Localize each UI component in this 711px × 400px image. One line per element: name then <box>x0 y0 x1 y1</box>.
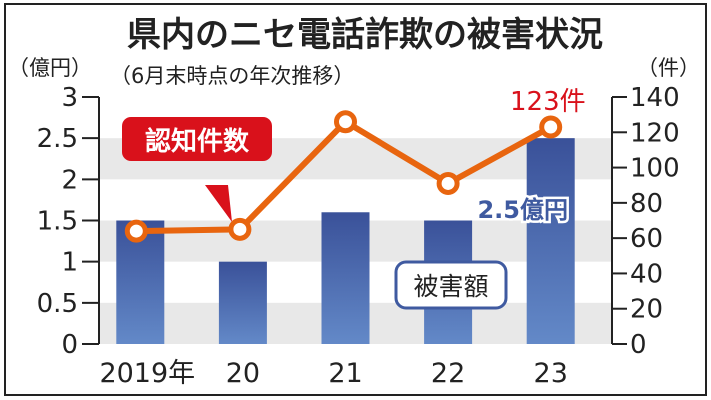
left-tick-label: 0 <box>61 330 78 360</box>
count-point <box>228 217 252 241</box>
last-amount-label: 2.5億円 <box>477 196 568 224</box>
line-legend-label: 認知件数 <box>145 126 250 157</box>
x-tick-label: 21 <box>328 358 362 389</box>
right-tick-label: 100 <box>630 154 680 184</box>
left-tick-label: 1 <box>61 248 78 278</box>
last-count-label: 123件 <box>510 87 586 117</box>
bar-legend-label: 被害額 <box>413 272 488 301</box>
right-tick-label: 120 <box>630 118 680 148</box>
right-tick-label: 140 <box>630 83 680 113</box>
right-tick-label: 20 <box>630 295 663 325</box>
bar-legend-box: 被害額 <box>394 260 508 310</box>
count-point <box>436 171 460 195</box>
count-point <box>539 115 563 139</box>
right-tick-label: 40 <box>630 259 663 289</box>
left-axis-unit: （億円） <box>8 56 92 80</box>
bar <box>321 212 370 344</box>
count-point <box>334 110 357 134</box>
x-tick-label: 2019年 <box>99 358 195 389</box>
left-tick-label: 0.5 <box>37 289 78 319</box>
right-tick-label: 0 <box>630 330 647 360</box>
chart-title: 県内のニセ電話詐欺の被害状況 <box>127 15 603 55</box>
right-axis-unit: （件） <box>637 56 700 80</box>
chart-subtitle: （6月末時点の年次推移） <box>110 64 354 88</box>
right-tick-label: 60 <box>630 224 663 254</box>
left-tick-label: 2 <box>61 165 78 195</box>
bar <box>526 138 575 344</box>
x-tick-label: 20 <box>226 358 260 389</box>
left-tick-label: 1.5 <box>37 207 78 237</box>
count-point <box>124 219 148 243</box>
x-tick-label: 23 <box>534 358 568 389</box>
line-legend-callout: 認知件数 <box>122 117 272 222</box>
left-tick-label: 3 <box>61 83 78 113</box>
x-tick-label: 22 <box>431 358 465 389</box>
bar <box>218 261 267 344</box>
left-tick-label: 2.5 <box>37 124 78 154</box>
right-tick-label: 80 <box>630 189 663 219</box>
